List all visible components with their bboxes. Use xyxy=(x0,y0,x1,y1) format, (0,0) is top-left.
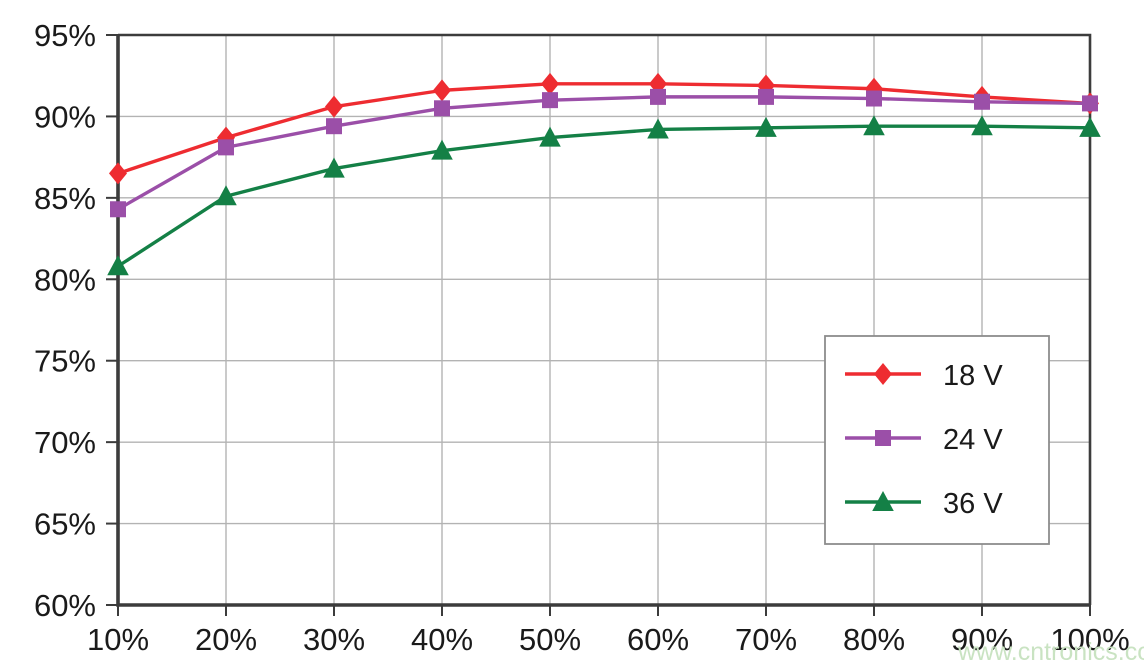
y-tick-label-80: 80% xyxy=(34,262,96,297)
x-tick-label-50: 50% xyxy=(519,622,581,657)
data-point-marker xyxy=(431,139,453,160)
y-tick-label-75: 75% xyxy=(34,344,96,379)
legend-label: 24 V xyxy=(943,424,1003,456)
data-point-marker xyxy=(107,255,129,276)
y-tick-label-95: 95% xyxy=(34,18,96,53)
data-point-marker xyxy=(650,88,666,105)
data-point-marker xyxy=(323,157,345,178)
series-36-v xyxy=(107,115,1101,276)
chart-legend: 18 V 24 V 36 V xyxy=(824,335,1050,545)
data-point-marker xyxy=(1082,95,1098,112)
x-tick-label-10: 10% xyxy=(87,622,149,657)
data-point-marker xyxy=(218,139,234,156)
y-axis-tick-labels: 60% 65% 70% 75% 80% 85% 90% 95% xyxy=(34,18,96,623)
data-point-marker xyxy=(755,116,777,137)
x-tick-label-40: 40% xyxy=(411,622,473,657)
legend-entry-24-v[interactable]: 24 V xyxy=(845,424,1003,456)
data-point-marker xyxy=(863,115,885,136)
y-tick-label-65: 65% xyxy=(34,507,96,542)
series-line-18-v xyxy=(116,82,1092,176)
data-point-marker xyxy=(866,90,882,107)
data-point-marker xyxy=(1079,116,1101,137)
legend-label: 36 V xyxy=(943,488,1003,520)
site-watermark: www.cntronics.com xyxy=(957,638,1144,666)
x-tick-label-30: 30% xyxy=(303,622,365,657)
legend-marker-square-icon xyxy=(875,430,891,446)
x-tick-label-90: 90% xyxy=(951,622,1013,657)
y-tick-marks xyxy=(106,34,118,606)
data-point-marker xyxy=(758,88,774,105)
y-tick-label-70: 70% xyxy=(34,425,96,460)
x-tick-label-80: 80% xyxy=(843,622,905,657)
legend-entry-18-v[interactable]: 18 V xyxy=(845,360,1003,392)
series-24-v xyxy=(110,88,1098,218)
data-point-marker xyxy=(539,126,561,147)
data-point-marker xyxy=(540,72,560,95)
x-tick-label-100: 100% xyxy=(1050,622,1129,657)
y-tick-label-85: 85% xyxy=(34,181,96,216)
legend-entry-36-v[interactable]: 36 V xyxy=(845,488,1003,520)
y-tick-label-60: 60% xyxy=(34,588,96,623)
series-line-24-v xyxy=(116,95,1092,211)
data-point-marker xyxy=(971,115,993,136)
y-gridlines xyxy=(118,115,1090,525)
x-tick-marks xyxy=(117,605,1091,616)
x-axis-tick-labels: 10% 20% 30% 40% 50% 60% 70% 80% 90% 100% xyxy=(87,622,1130,657)
x-tick-label-60: 60% xyxy=(627,622,689,657)
data-point-marker xyxy=(324,95,344,118)
legend-marker-triangle-icon xyxy=(872,491,894,512)
y-tick-label-90: 90% xyxy=(34,99,96,134)
series-line-36-v xyxy=(116,124,1092,268)
x-tick-label-20: 20% xyxy=(195,622,257,657)
legend-label: 18 V xyxy=(943,360,1003,392)
data-point-marker xyxy=(647,118,669,139)
data-point-marker xyxy=(432,79,452,102)
data-point-marker xyxy=(108,162,128,185)
legend-box xyxy=(824,335,1050,545)
data-point-marker xyxy=(974,93,990,110)
data-point-marker xyxy=(216,126,236,149)
data-point-marker xyxy=(110,201,126,218)
data-point-marker xyxy=(326,118,342,135)
plot-top-border xyxy=(118,33,1092,605)
x-tick-label-70: 70% xyxy=(735,622,797,657)
data-series-layer xyxy=(107,72,1101,276)
legend-marker-diamond-icon xyxy=(873,363,893,385)
data-point-marker xyxy=(434,100,450,117)
data-point-marker xyxy=(215,185,237,206)
data-point-marker xyxy=(542,92,558,109)
